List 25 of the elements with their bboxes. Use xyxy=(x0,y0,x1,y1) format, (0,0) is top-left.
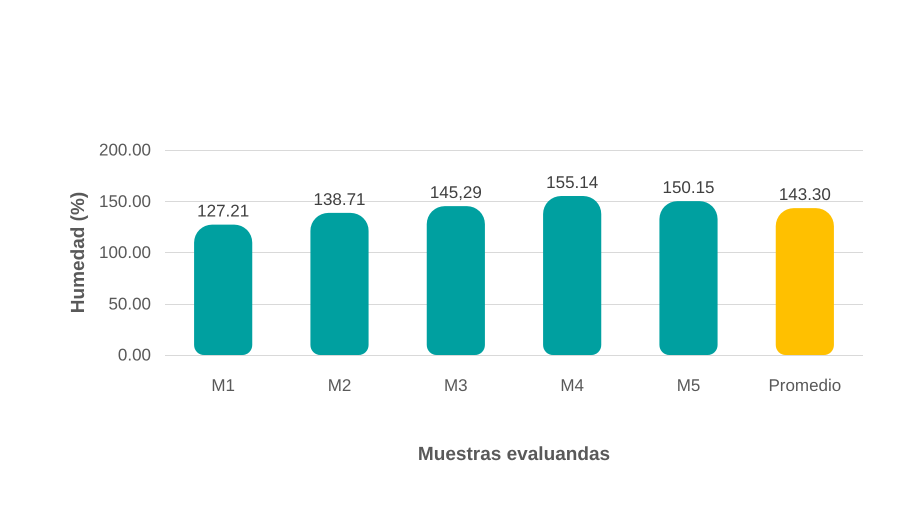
x-tick-label: M5 xyxy=(676,376,700,395)
x-tick-label: M2 xyxy=(328,376,352,395)
bar xyxy=(659,201,718,355)
x-tick-label: Promedio xyxy=(768,376,842,395)
bar xyxy=(426,206,485,355)
data-label: 155.14 xyxy=(546,172,598,192)
y-tick-label: 50.00 xyxy=(108,294,151,314)
data-label: 145,29 xyxy=(430,183,482,202)
y-tick-label: 0.00 xyxy=(118,346,151,364)
bar xyxy=(310,212,369,355)
data-label: 138.71 xyxy=(314,190,366,209)
data-label: 150.15 xyxy=(662,178,714,198)
y-tick-label: 100.00 xyxy=(99,243,151,262)
bar xyxy=(194,224,252,355)
bar xyxy=(543,196,602,355)
y-axis-title: Humedad (%) xyxy=(68,192,90,314)
data-label: 143.30 xyxy=(778,185,831,204)
x-tick-label: M3 xyxy=(444,376,468,395)
x-tick-label: M1 xyxy=(211,376,235,395)
y-tick-label: 150.00 xyxy=(99,192,151,211)
bar xyxy=(776,208,834,355)
y-tick-label: 200.00 xyxy=(99,140,151,160)
x-tick-label: M4 xyxy=(560,376,584,395)
x-axis-title: Muestras evaluandas xyxy=(418,444,610,465)
data-label: 127.21 xyxy=(197,202,250,221)
